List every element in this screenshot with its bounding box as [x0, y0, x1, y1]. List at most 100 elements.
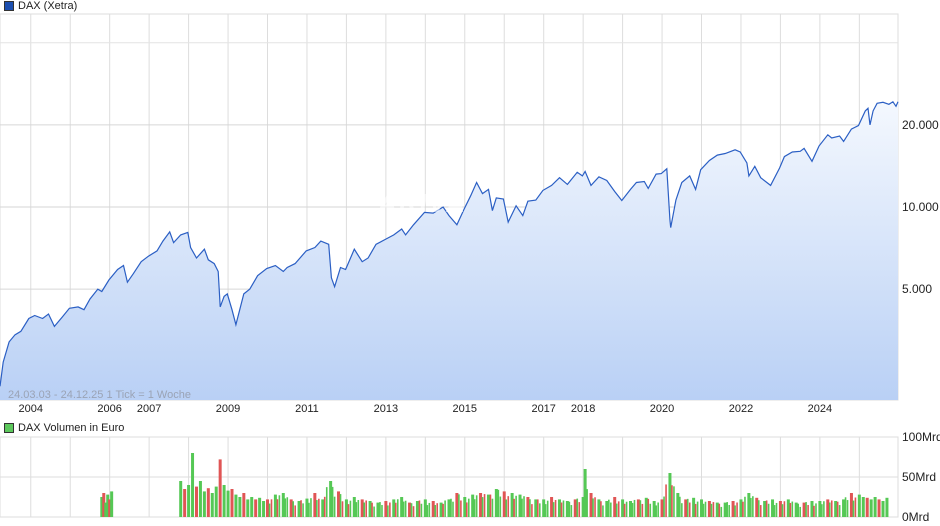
volume-bar: [625, 501, 628, 517]
volume-bar: [568, 501, 571, 517]
volume-bar: [621, 499, 625, 517]
volume-bar: [347, 504, 350, 517]
volume-bar: [731, 501, 735, 517]
volume-bar: [513, 498, 515, 517]
price-legend: DAX (Xetra): [4, 0, 77, 12]
volume-bar: [436, 503, 439, 517]
volume-bar: [573, 499, 577, 517]
volume-bar: [194, 486, 198, 517]
volume-bar: [755, 497, 759, 517]
volume-bar: [542, 499, 546, 517]
x-tick-label: 2011: [295, 403, 319, 415]
volume-bar: [869, 499, 873, 517]
volume-bar: [836, 501, 839, 517]
volume-bar: [615, 503, 618, 517]
y-tick-label: 20.000: [902, 117, 939, 132]
volume-bar: [258, 497, 262, 517]
volume-bar: [423, 499, 427, 517]
volume-bar: [357, 499, 360, 517]
volume-bar: [507, 496, 510, 517]
volume-bar: [214, 486, 218, 517]
volume-bar: [439, 502, 443, 517]
volume-bar: [852, 500, 855, 517]
volume-bar: [276, 499, 279, 517]
volume-bar: [481, 497, 484, 517]
volume-bar: [594, 497, 596, 517]
volume-bar: [254, 499, 258, 517]
volume-bar: [321, 499, 325, 517]
volume-bar: [349, 500, 352, 517]
volume-bar: [802, 502, 806, 517]
volume-bar: [450, 498, 452, 517]
volume-bar: [410, 503, 413, 517]
volume-bar: [337, 491, 341, 517]
volume-bar: [531, 504, 533, 517]
volume-bar: [649, 503, 652, 517]
volume-bar: [781, 504, 784, 517]
volume-bar: [455, 493, 459, 517]
volume-bar: [108, 499, 112, 517]
volume-bar: [373, 506, 375, 517]
volume-bar: [799, 506, 802, 517]
x-tick-label: 2020: [649, 403, 675, 415]
volume-bar: [198, 481, 202, 517]
volume-bar: [104, 502, 108, 517]
volume-bar: [302, 503, 304, 517]
volume-legend: DAX Volumen in Euro: [4, 422, 124, 434]
volume-bar: [663, 496, 665, 517]
volume-bar: [583, 469, 587, 517]
volume-bar: [404, 500, 407, 517]
volume-bar: [341, 501, 344, 517]
volume-bar: [581, 497, 585, 517]
volume-bar: [381, 505, 383, 517]
volume-bar: [763, 501, 767, 517]
volume-bar: [206, 488, 210, 517]
volume-bar: [807, 505, 809, 517]
volume-bar: [821, 504, 823, 517]
volume-bar: [842, 499, 846, 517]
volume-bar: [218, 459, 222, 517]
volume-bar: [544, 504, 547, 517]
volume-bar: [281, 493, 285, 517]
volume-bar: [610, 502, 612, 517]
volume-bar: [376, 502, 380, 517]
volume-bar: [310, 498, 312, 517]
volume-bar: [294, 505, 296, 517]
volume-bar: [849, 493, 853, 517]
volume-bar: [657, 502, 659, 517]
volume-bar: [273, 494, 277, 517]
volume-bar: [578, 502, 581, 517]
volume-bar: [828, 502, 831, 517]
volume-bar: [815, 503, 817, 517]
volume-bar: [262, 501, 266, 517]
volume-bar: [396, 499, 399, 517]
volume-bar: [668, 473, 672, 517]
volume-bar: [344, 499, 348, 517]
volume-bar: [333, 496, 336, 517]
volume-legend-label: DAX Volumen in Euro: [18, 422, 125, 434]
volume-bar: [692, 497, 696, 517]
volume-bar: [494, 489, 498, 517]
volume-bar: [794, 502, 798, 517]
volume-bar: [502, 491, 506, 517]
volume-bar: [415, 501, 419, 517]
volume-bar: [791, 501, 794, 517]
volume-bar: [854, 497, 857, 517]
volume-bar: [797, 503, 800, 517]
volume-bar: [505, 499, 508, 517]
volume-bar: [786, 499, 790, 517]
volume-bar: [392, 499, 396, 517]
volume-bar: [110, 491, 114, 517]
x-tick-label: 2022: [728, 403, 754, 415]
volume-bar: [463, 497, 467, 517]
volume-bar: [444, 500, 446, 517]
volume-bar: [789, 502, 792, 517]
volume-bar: [100, 497, 104, 517]
volume-bar: [497, 489, 500, 517]
volume-bar: [400, 497, 404, 517]
y-tick-label: 5.000: [902, 282, 933, 297]
volume-bar: [316, 500, 318, 517]
volume-bar: [660, 499, 664, 517]
volume-bar: [778, 501, 782, 517]
volume-bar: [222, 485, 226, 517]
